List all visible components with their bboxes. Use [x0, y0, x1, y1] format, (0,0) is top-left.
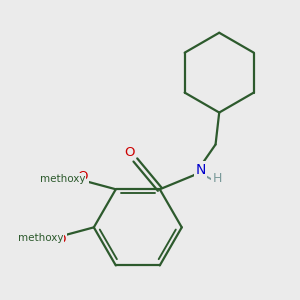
Text: O: O [55, 233, 66, 247]
Text: methoxy: methoxy [40, 174, 85, 184]
Text: H: H [212, 172, 222, 185]
Text: O: O [124, 146, 135, 159]
Text: O: O [77, 170, 88, 183]
Text: N: N [196, 163, 206, 177]
Text: methoxy: methoxy [18, 232, 63, 242]
